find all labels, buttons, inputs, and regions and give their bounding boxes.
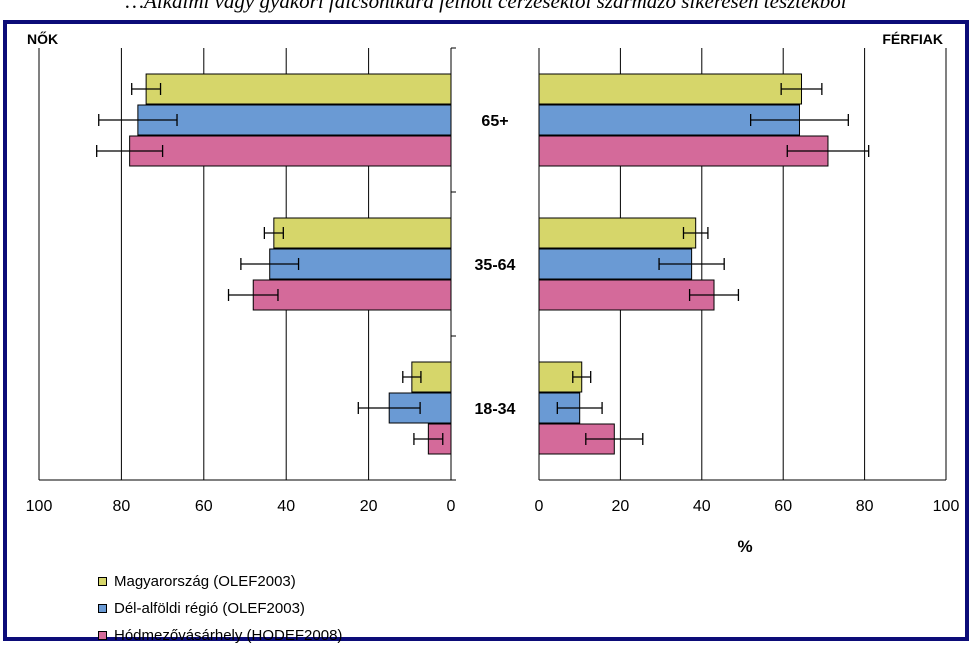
bar-men <box>538 217 697 249</box>
legend-item: Dél-alföldi régió (OLEF2003) <box>98 595 342 622</box>
x-tick-label-men: 40 <box>693 498 711 515</box>
category-label: 35-64 <box>475 257 516 274</box>
bar-women <box>137 104 452 136</box>
bar-men <box>538 135 829 167</box>
figure-caption: …Alkalmi vagy gyakori falcsontkúra felnő… <box>125 0 847 13</box>
bar-women <box>129 135 452 167</box>
bar-men <box>538 73 803 105</box>
x-tick-label-men: 60 <box>774 498 792 515</box>
bar-women <box>145 73 452 105</box>
bar-women <box>269 248 452 280</box>
legend-swatch <box>98 604 107 613</box>
category-label: 18-34 <box>475 401 516 418</box>
legend-label: Hódmezővásárhely (HODEF2008) <box>114 627 343 644</box>
bar-men <box>538 279 715 311</box>
category-label: 65+ <box>481 113 508 130</box>
x-tick-label-men: 80 <box>856 498 874 515</box>
left-panel-label: NŐK <box>27 30 58 47</box>
legend-item: Hódmezővásárhely (HODEF2008) <box>98 622 342 649</box>
x-tick-label-women: 40 <box>277 498 295 515</box>
legend-item: Magyarország (OLEF2003) <box>98 568 342 595</box>
x-tick-label-women: 100 <box>26 498 53 515</box>
x-axis-label: % <box>737 537 752 556</box>
x-tick-label-women: 20 <box>360 498 378 515</box>
legend-label: Dél-alföldi régió (OLEF2003) <box>114 600 305 617</box>
x-tick-label-women: 80 <box>113 498 131 515</box>
x-tick-label-women: 0 <box>447 498 456 515</box>
legend-label: Magyarország (OLEF2003) <box>114 573 296 590</box>
legend-swatch <box>98 577 107 586</box>
bar-women <box>273 217 452 249</box>
bar-women <box>252 279 452 311</box>
x-tick-label-men: 100 <box>933 498 960 515</box>
x-tick-label-men: 20 <box>612 498 630 515</box>
x-tick-label-men: 0 <box>535 498 544 515</box>
x-tick-label-women: 60 <box>195 498 213 515</box>
legend-swatch <box>98 631 107 640</box>
legend: Magyarország (OLEF2003) Dél-alföldi régió… <box>98 568 342 649</box>
right-panel-label: FÉRFIAK <box>882 31 943 47</box>
